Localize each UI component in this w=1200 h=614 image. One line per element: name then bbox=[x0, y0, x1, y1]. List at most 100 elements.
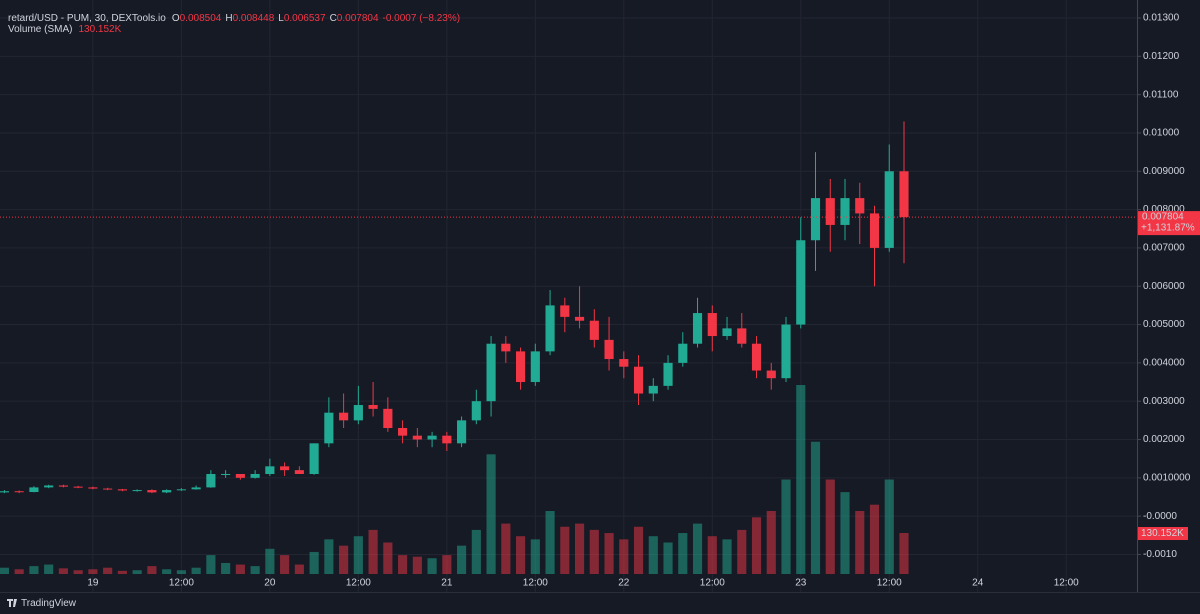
candle-body bbox=[103, 488, 113, 490]
candle-body bbox=[442, 435, 452, 444]
volume-bar bbox=[132, 570, 142, 574]
y-tick-label: 0.01100 bbox=[1143, 89, 1179, 100]
y-tick-label: 0.006000 bbox=[1143, 281, 1185, 292]
volume-bar bbox=[810, 441, 821, 574]
candle-body bbox=[221, 473, 231, 475]
candle-body bbox=[0, 491, 9, 493]
volume-bar bbox=[899, 533, 909, 574]
grid bbox=[0, 0, 1137, 592]
candle-body bbox=[191, 487, 201, 490]
candle-body bbox=[692, 313, 703, 344]
volume-bar bbox=[855, 511, 865, 574]
volume-bar bbox=[869, 504, 880, 574]
legend-field-value: 0.008448 bbox=[233, 13, 275, 24]
candle-body bbox=[545, 305, 555, 352]
candle-body bbox=[516, 351, 526, 383]
volume-tag bbox=[1138, 527, 1188, 541]
volume-bar bbox=[398, 555, 408, 574]
candle-body bbox=[206, 473, 216, 488]
volume-bar bbox=[589, 529, 599, 574]
volume-label: 130.152K bbox=[1141, 528, 1184, 539]
candle-body bbox=[176, 489, 186, 491]
candle-body bbox=[412, 435, 422, 440]
volume-bar bbox=[206, 555, 216, 574]
x-tick-label: 12:00 bbox=[523, 578, 548, 589]
volume-bar bbox=[707, 536, 717, 574]
candle-body bbox=[633, 366, 644, 394]
candle-body bbox=[162, 490, 172, 493]
volume-bar bbox=[44, 564, 54, 574]
candle-body bbox=[737, 328, 747, 344]
y-tick-label: -0.0000 bbox=[1143, 511, 1177, 522]
x-tick-label: 24 bbox=[972, 578, 984, 589]
legend-field-name: H bbox=[225, 13, 232, 24]
y-tick-label: 0.003000 bbox=[1143, 396, 1185, 407]
volume-bar bbox=[427, 558, 437, 574]
candle-body bbox=[324, 412, 334, 444]
candle-body bbox=[589, 320, 599, 340]
y-tick-label: 0.007000 bbox=[1143, 243, 1185, 254]
volume-legend-value: 130.152K bbox=[78, 24, 121, 35]
volume-bar bbox=[457, 545, 467, 574]
candle-body bbox=[29, 487, 39, 492]
x-tick-label: 19 bbox=[87, 578, 99, 589]
volume-bar bbox=[117, 570, 127, 574]
x-tick-label: 22 bbox=[618, 578, 630, 589]
brand-name: TradingView bbox=[21, 598, 77, 609]
candle-body bbox=[73, 486, 83, 488]
volume-bar bbox=[766, 511, 776, 574]
volume-bar bbox=[604, 533, 614, 574]
legend-field-value: 0.007804 bbox=[337, 13, 379, 24]
volume-legend: Volume (SMA) 130.152K bbox=[8, 24, 122, 35]
volume-bar bbox=[221, 562, 231, 574]
volume-bar bbox=[663, 542, 673, 574]
volume-bar bbox=[840, 492, 850, 574]
candle-body bbox=[132, 490, 142, 492]
candle-body bbox=[707, 313, 717, 337]
volume-bar bbox=[574, 523, 585, 574]
volume-bar bbox=[619, 539, 629, 574]
y-tick-label: 0.009000 bbox=[1143, 166, 1185, 177]
x-tick-label: 20 bbox=[264, 578, 276, 589]
axes: 0.01300 0.01200 0.01100 0.01000 0.009000 0.00… bbox=[0, 13, 1200, 589]
volume-bar bbox=[516, 536, 526, 574]
candle-body bbox=[339, 412, 349, 421]
legend-field-name: L bbox=[278, 13, 284, 24]
legend: retard/USD - PUM, 30, DEXTools.io O0.0085… bbox=[8, 13, 460, 24]
volume-bar bbox=[545, 511, 555, 574]
candle-body bbox=[604, 339, 614, 360]
candle-body bbox=[471, 401, 481, 421]
volume-bar bbox=[737, 529, 747, 574]
y-tick-label: 0.0010000 bbox=[1143, 472, 1191, 483]
volume-bar bbox=[339, 545, 349, 574]
candle-body bbox=[560, 305, 570, 317]
y-tick-label: 0.008000 bbox=[1143, 204, 1185, 215]
x-tick-label: 12:00 bbox=[700, 578, 725, 589]
candle-body bbox=[766, 370, 776, 379]
legend-symbol: retard/USD - PUM, 30, DEXTools.io bbox=[8, 13, 166, 24]
brand-logo bbox=[7, 599, 17, 607]
candle-body bbox=[486, 343, 496, 402]
candle-body bbox=[722, 328, 732, 337]
volume-bar bbox=[633, 526, 644, 574]
legend-field-value: 0.008504 bbox=[180, 13, 222, 24]
x-tick-label: 21 bbox=[441, 578, 453, 589]
legend-change: -0.0007 (−8.23%) bbox=[383, 13, 461, 24]
volume-bar bbox=[0, 567, 9, 574]
candle-body bbox=[353, 405, 363, 421]
volume-bar bbox=[324, 539, 334, 574]
candle-body bbox=[530, 351, 540, 383]
candle-body bbox=[250, 473, 260, 478]
last-change-label: +1,131.87% bbox=[1141, 223, 1195, 234]
volume-bar bbox=[29, 566, 39, 574]
volume-bar bbox=[103, 567, 113, 574]
volume-bar bbox=[442, 555, 452, 574]
candle-body bbox=[781, 324, 791, 379]
candle-body bbox=[58, 485, 68, 487]
brand: TradingView bbox=[7, 598, 77, 609]
volume-bar bbox=[88, 569, 98, 574]
x-tick-label: 12:00 bbox=[346, 578, 371, 589]
volume-bar bbox=[176, 570, 186, 574]
